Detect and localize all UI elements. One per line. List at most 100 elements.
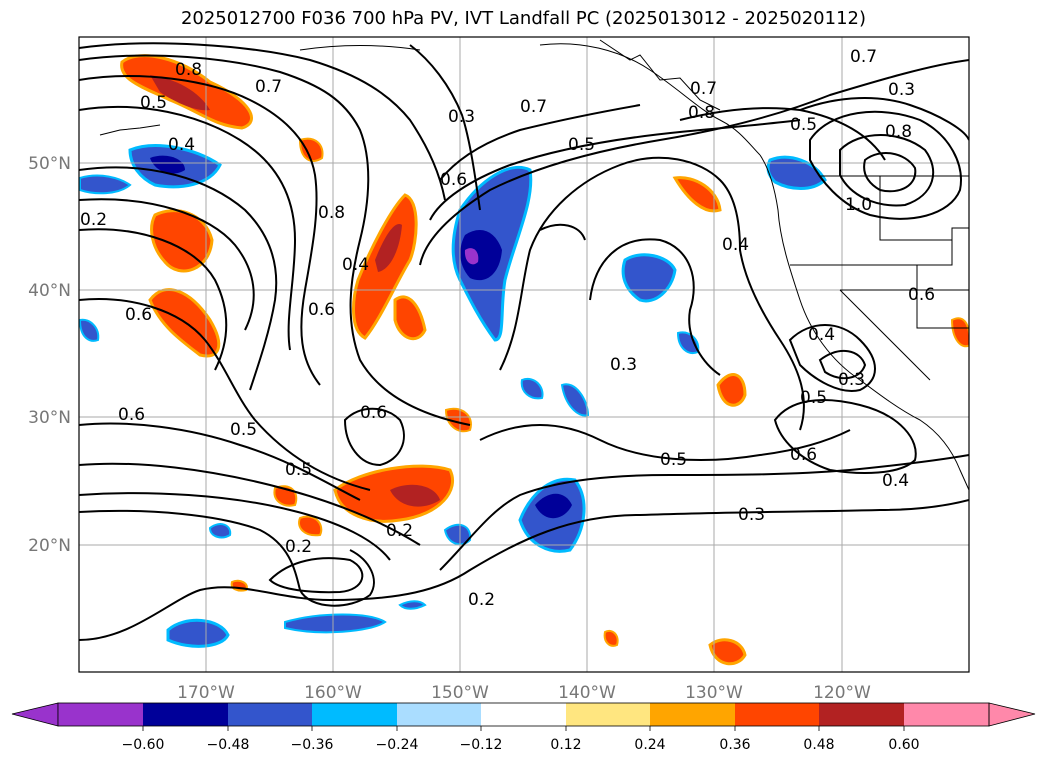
pv-contour [79,422,361,501]
contour-label: 0.6 [908,285,935,305]
contour-label: 0.3 [738,505,765,525]
contour-label: 0.8 [175,60,202,80]
contour-label: 0.5 [660,450,687,470]
pv-contour [343,407,405,467]
pv-contour [79,499,969,641]
pv-contour [79,228,228,371]
positive-anomaly-region [950,317,969,348]
pv-contour [79,198,255,331]
colorbar-tick-label: 0.60 [888,737,919,753]
colorbar-segment [143,703,228,726]
longitude-tick-labels: 170°W 160°W 150°W 140°W 130°W 120°W [177,683,871,703]
colorbar-tick-label: −0.12 [460,737,503,753]
colorbar-segment [397,703,481,726]
contour-label: 0.4 [808,325,835,345]
lon-tick-label: 140°W [558,683,616,703]
positive-anomaly-core [150,75,210,111]
pv-contour [79,509,375,607]
lat-tick-label: 20°N [28,536,71,556]
pv-contour [439,104,641,181]
colorbar-tick-label: 0.12 [550,737,581,753]
contour-label: 0.3 [448,107,475,127]
coastline [599,39,721,111]
positive-anomaly-region [298,515,323,537]
pv-contour [79,42,446,201]
colorbar-extend-high [988,702,1036,727]
chart-title: 2025012700 F036 700 hPa PV, IVT Landfall… [180,8,867,29]
contour-label: 0.3 [838,370,865,390]
contour-label: 0.2 [386,521,413,541]
negative-anomaly-core [460,230,502,281]
coastline-layer [99,39,969,491]
contour-label: 0.8 [688,103,715,123]
pv-contour [79,462,421,546]
colorbar-tick-label: 0.36 [719,737,750,753]
positive-anomaly-core [375,224,402,272]
map-background [79,37,969,672]
lat-tick-label: 40°N [28,281,71,301]
contour-label: 0.5 [800,388,827,408]
pv-contour [818,350,867,380]
contour-label: 0.5 [568,135,595,155]
positive-anomaly-region [708,638,747,666]
contour-label: 0.3 [888,80,915,100]
pv-contour [439,454,969,571]
contour-labels: 0.8 0.5 0.4 0.7 0.3 0.7 0.5 0.6 0.8 0.4 … [80,47,935,610]
contour-label: 0.4 [342,255,369,275]
pv-contour [79,492,391,561]
colorbar-tick-label: −0.60 [122,737,165,753]
lon-tick-label: 170°W [177,683,235,703]
pv-contour [539,223,586,241]
pv-contour [799,97,969,141]
colorbar-segment [566,703,650,726]
colorbar-segment [481,703,566,726]
colorbar-segment [650,703,735,726]
contour-label: 0.6 [125,305,152,325]
pv-contour [788,324,876,392]
negative-anomaly-region [398,600,427,610]
pv-contour [419,59,969,266]
contour-label: 0.7 [690,79,717,99]
contour-label: 1.0 [845,195,872,215]
pv-contour [499,156,805,431]
lat-tick-label: 50°N [28,154,71,174]
pv-contour [839,134,935,207]
map-frame [78,36,970,673]
contour-label: 0.2 [285,537,312,557]
lon-tick-label: 130°W [685,683,743,703]
state-border [916,265,969,329]
negative-anomaly-region [166,618,230,648]
colorbar-segment [312,703,397,726]
contour-label: 0.6 [440,170,467,190]
pv-contour [79,75,321,386]
pv-contour [773,399,917,474]
positive-anomaly-core [390,484,440,507]
contour-label: 0.8 [318,203,345,223]
pv-contour [679,107,886,161]
colorbar-tick-label: −0.36 [291,737,334,753]
colorbar-extend-low [11,702,59,727]
contour-label: 0.5 [790,115,817,135]
contour-label: 0.7 [255,77,282,97]
coastline [99,124,161,136]
lon-tick-label: 120°W [813,683,871,703]
coastline [539,43,761,156]
pv-contour-layer [79,42,969,641]
pv-contour [79,54,471,426]
contour-label: 0.2 [468,590,495,610]
positive-anomaly-region [298,137,324,162]
colorbar: −0.60 −0.48 −0.36 −0.24 −0.12 0.12 0.24 … [11,702,1036,753]
colorbar-segment [735,703,819,726]
colorbar-segment [819,703,904,726]
contour-label: 0.6 [308,300,335,320]
colorbar-segment [228,703,312,726]
colorbar-tick-label: 0.48 [803,737,834,753]
positive-anomaly-region [444,407,472,433]
pv-contour [589,238,721,376]
negative-anomaly-core [150,155,185,174]
contour-label: 0.7 [520,97,547,117]
colorbar-segment [58,703,143,726]
coastline [299,45,421,51]
contour-label: 0.4 [168,135,195,155]
